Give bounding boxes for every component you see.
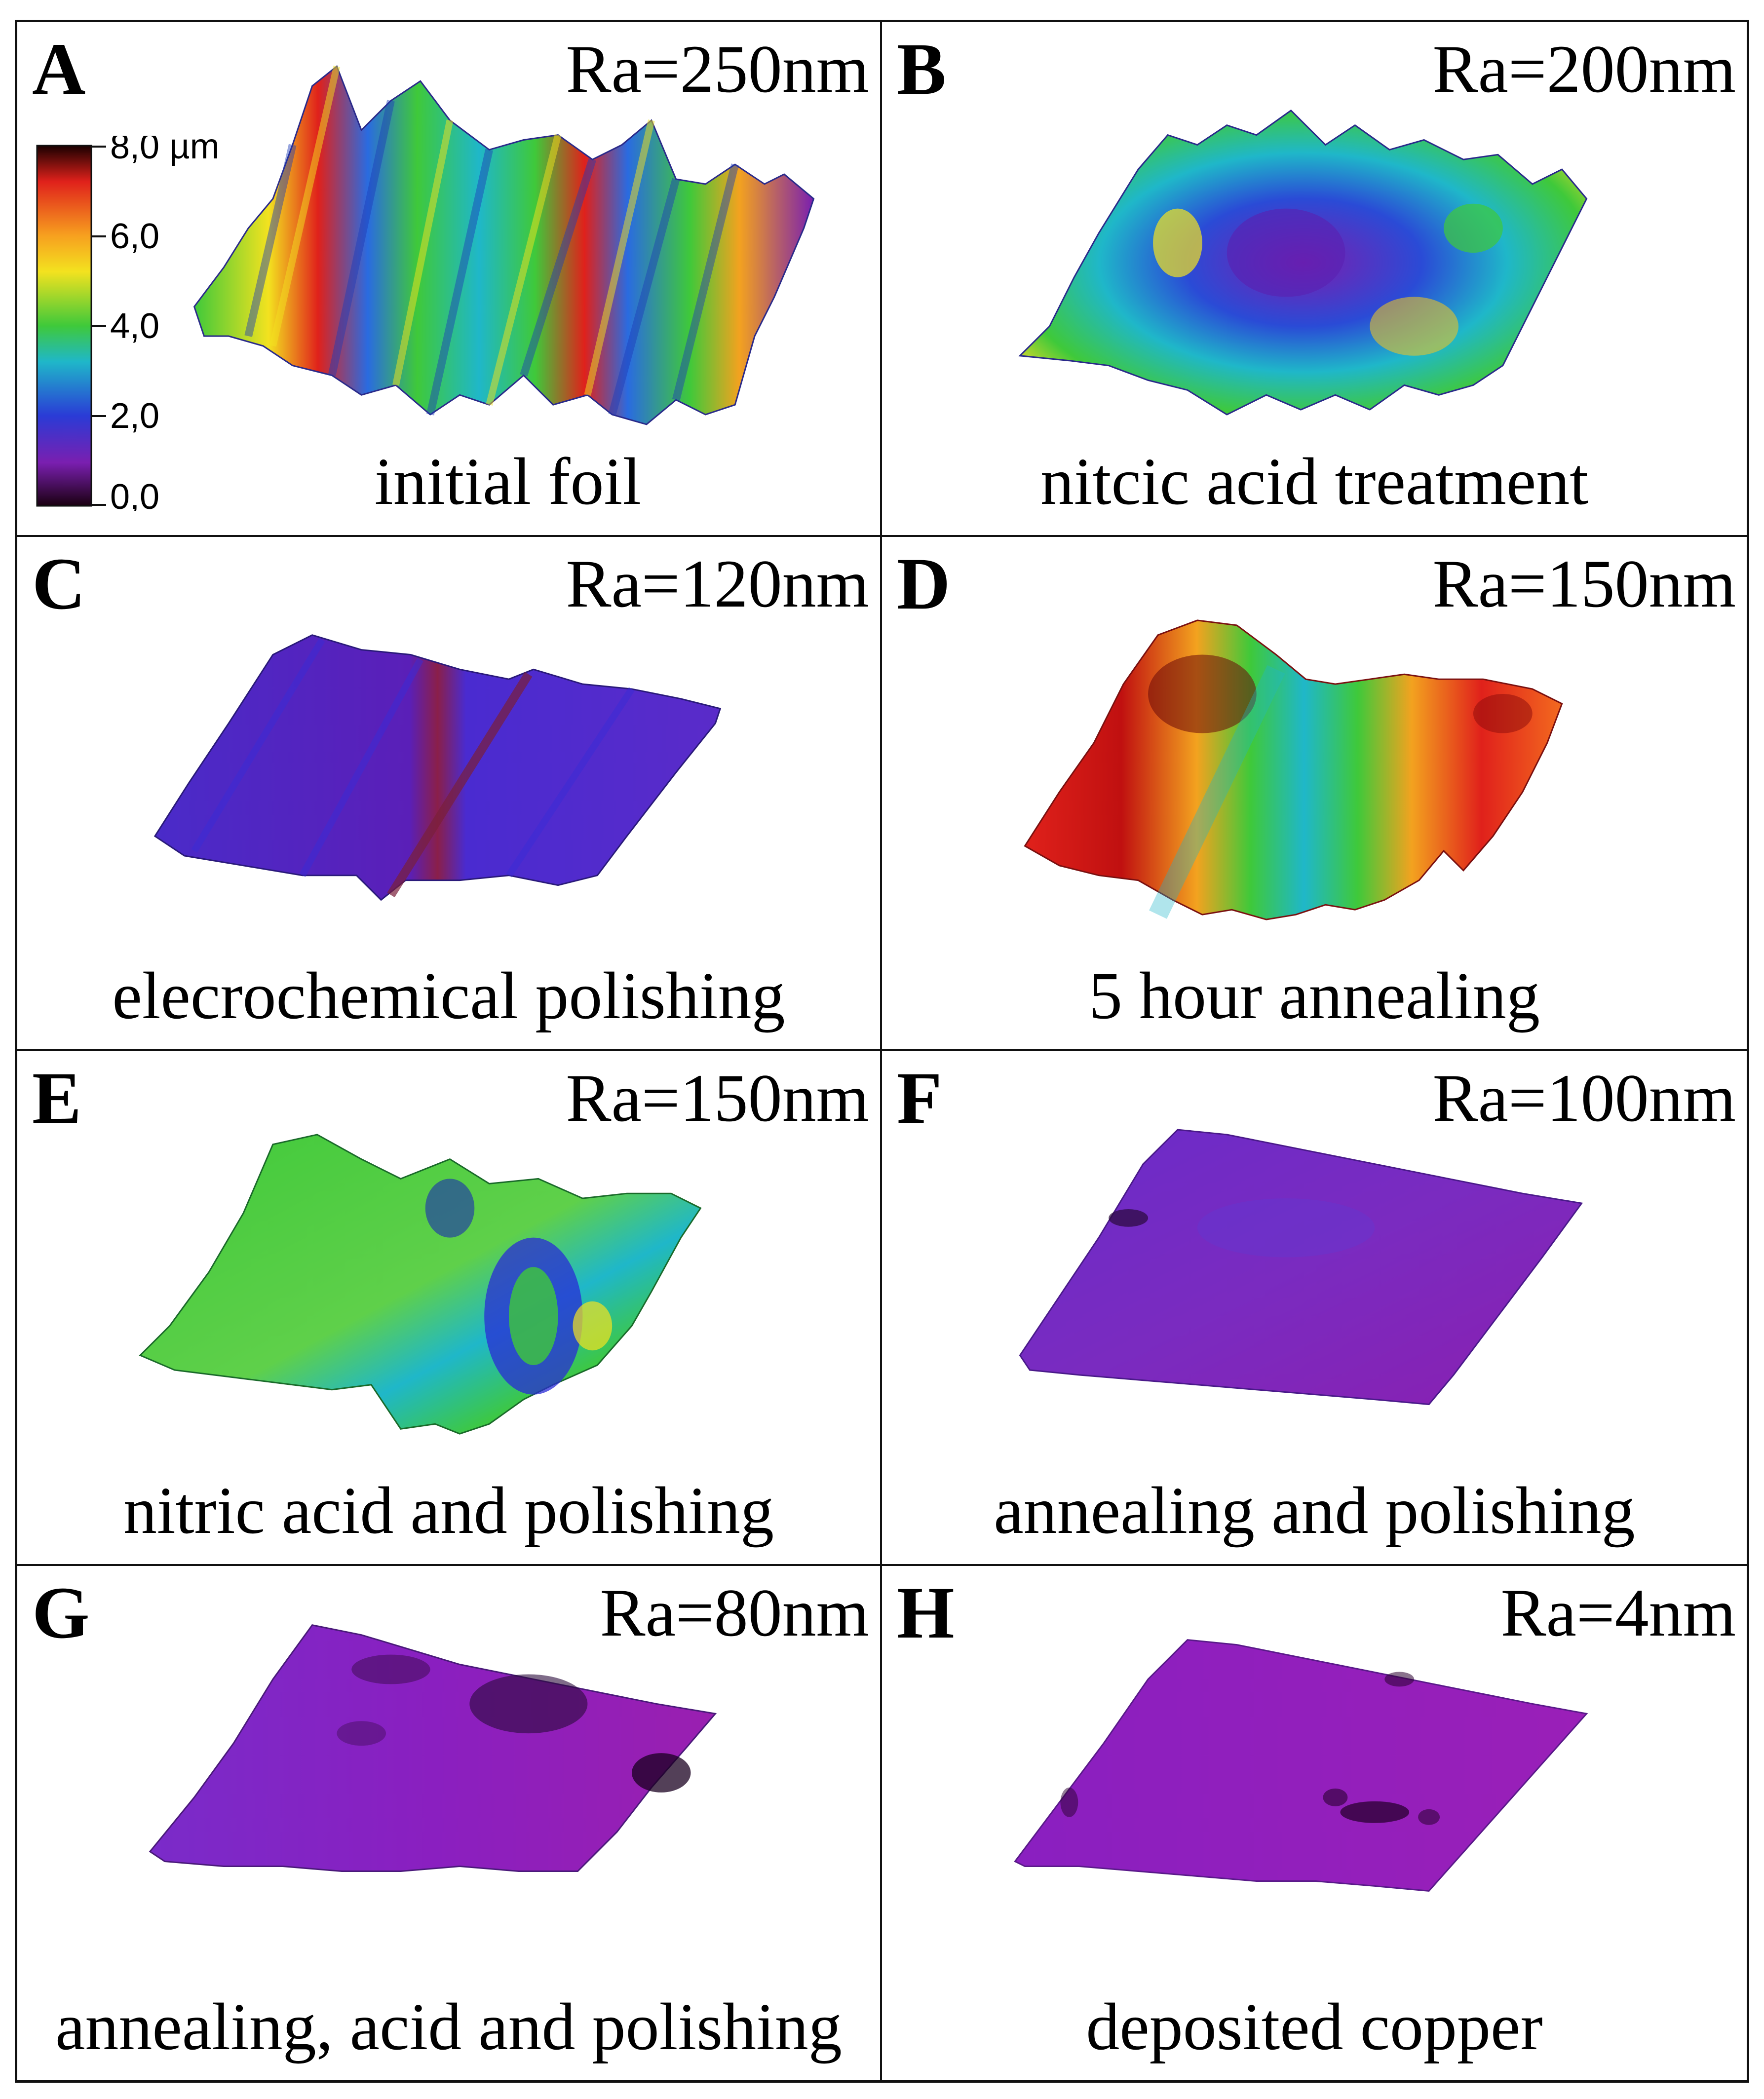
panel-e: E Ra=150nm nitric acid and polishing [17, 1051, 882, 1566]
surface-plot-g [149, 1624, 717, 1872]
panel-letter: C [32, 542, 86, 625]
panel-f: F Ra=100nm annealing and polishing [882, 1051, 1747, 1566]
colorbar-tick-label: 4,0 [110, 306, 159, 346]
roughness-label: Ra=100nm [1432, 1060, 1736, 1136]
surface-plot-c [153, 634, 722, 901]
roughness-label: Ra=200nm [1432, 31, 1736, 107]
panel-caption: nitric acid and polishing [123, 1473, 774, 1548]
panel-letter: E [32, 1057, 82, 1139]
panel-a: 8,0 µm 6,0 4,0 2,0 0,0 A Ra=250nm initia… [17, 22, 882, 537]
panel-caption: nitcic acid treatment [1040, 444, 1589, 519]
panel-letter: B [897, 28, 947, 110]
colorbar-max-label: 8,0 µm [110, 136, 220, 166]
panel-letter: F [897, 1057, 942, 1139]
surface-plot-e [139, 1134, 702, 1435]
panel-letter: D [897, 542, 951, 625]
panel-caption: elecrochemical polishing [112, 959, 785, 1033]
roughness-label: Ra=150nm [1432, 545, 1736, 621]
panel-letter: G [32, 1571, 90, 1654]
panel-c: C Ra=120nm elecrochemical polishing [17, 536, 882, 1051]
afm-figure: 8,0 µm 6,0 4,0 2,0 0,0 A Ra=250nm initia… [15, 20, 1749, 2083]
roughness-label: Ra=250nm [566, 31, 869, 107]
colorbar-tick-label: 2,0 [110, 396, 159, 436]
roughness-label: Ra=120nm [566, 545, 869, 621]
surface-plot-h [1014, 1639, 1588, 1892]
colorbar-tick-label: 6,0 [110, 217, 159, 256]
panel-letter: H [897, 1571, 955, 1654]
roughness-label: Ra=80nm [600, 1574, 869, 1650]
panel-caption: annealing and polishing [994, 1473, 1635, 1548]
panel-caption: 5 hour annealing [1089, 959, 1540, 1033]
panel-caption: deposited copper [1086, 1990, 1543, 2064]
panel-caption: initial foil [374, 444, 642, 519]
surface-plot-b [1018, 109, 1588, 416]
surface-plot-d [1024, 619, 1563, 920]
height-colorbar: 8,0 µm 6,0 4,0 2,0 0,0 [36, 136, 220, 511]
roughness-label: Ra=4nm [1500, 1574, 1736, 1650]
surface-plot-a [193, 65, 815, 425]
surface-plot-f [1019, 1129, 1583, 1406]
panel-caption: annealing, acid and polishing [55, 1990, 842, 2064]
panel-letter: A [32, 28, 86, 110]
roughness-label: Ra=150nm [566, 1060, 869, 1136]
panel-h: H Ra=4nm deposited copper [882, 1566, 1747, 2081]
colorbar-tick-label: 0,0 [110, 477, 159, 511]
panel-b: B Ra=200nm nitcic acid treatment [882, 22, 1747, 537]
panel-d: D Ra=150nm 5 hour annealing [882, 537, 1747, 1051]
panel-g: G Ra=80nm annealing, acid and polishing [17, 1565, 882, 2080]
